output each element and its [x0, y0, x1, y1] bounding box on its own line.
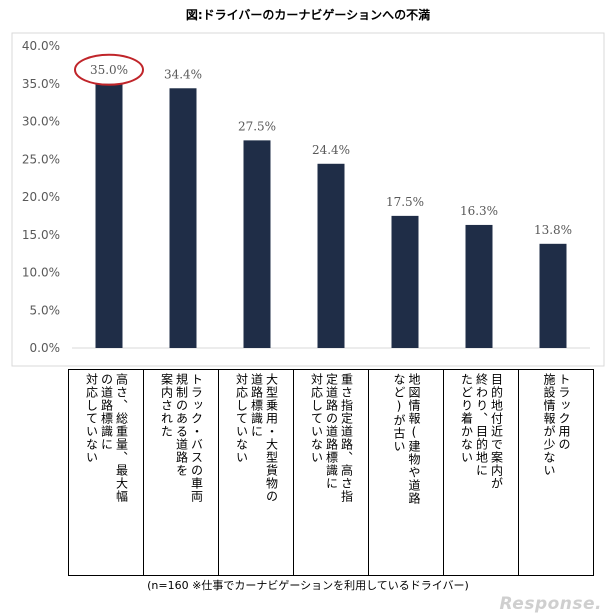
category-cell: 大型乗用・大型貨物の 道路標識に 対応していない [218, 369, 294, 576]
category-label-line: の道路標識に [99, 373, 114, 451]
category-cell: 地図情報(建物や道路 など)が古い [368, 369, 444, 576]
sample-note: (n=160 ※仕事でカーナビゲーションを利用しているドライバー) [147, 579, 469, 592]
y-axis-ticks: 0.0% 5.0% 10.0% 15.0% 20.0% 25.0% 30.0% 35.0% 40… [22, 39, 60, 355]
category-label-line: 終わり、目的地に [474, 373, 489, 477]
bar [243, 140, 271, 348]
bar [465, 224, 493, 348]
y-tick-label: 20.0% [22, 190, 60, 204]
highlight-ring [74, 53, 144, 86]
data-label: 27.5% [238, 119, 276, 133]
bar [169, 88, 197, 348]
y-tick-label: 5.0% [30, 303, 61, 317]
watermark-logo: Response. [499, 594, 602, 614]
category-cell: 目的地付近で案内が 終わり、目的地に たどり着かない [443, 369, 519, 576]
y-tick-label: 10.0% [22, 266, 60, 280]
y-tick-label: 35.0% [22, 77, 60, 91]
bar [95, 83, 123, 348]
category-label: トラック用の 施設情報が少ない [541, 373, 571, 568]
data-label: 16.3% [460, 204, 498, 218]
plot-frame [11, 32, 605, 367]
y-tick-label: 15.0% [22, 228, 60, 242]
category-label-line: 施設情報が少ない [542, 373, 556, 477]
category-label-line: 目的地付近で案内が [489, 373, 504, 490]
bar-chart: 0.0% 5.0% 10.0% 15.0% 20.0% 25.0% 30.0% 35.0% 40… [11, 32, 605, 367]
category-table: 高さ、総重量、最大幅 の道路標識に 対応していない トラック・バスの車両 規制のある道路… [68, 369, 594, 576]
y-tick-label: 40.0% [22, 39, 60, 53]
bar [317, 163, 345, 348]
category-label-line: 大型乗用・大型貨物の [264, 373, 279, 503]
category-label: 高さ、総重量、最大幅 の道路標識に 対応していない [84, 373, 129, 568]
category-label-line: 対応していない [309, 373, 324, 464]
data-label: 17.5% [386, 195, 424, 209]
bar [391, 215, 419, 348]
category-label-line: 道路標識に [249, 373, 264, 438]
category-label: トラック・バスの車両 規制のある道路を 案内された [159, 373, 204, 568]
y-tick-label: 25.0% [22, 152, 60, 166]
highlight-ellipse [74, 53, 144, 86]
category-label-line: トラック・バスの車両 [189, 373, 204, 503]
data-label: 35.0% [90, 63, 128, 77]
category-label-line: トラック用の [557, 373, 571, 451]
category-cell: トラック・バスの車両 規制のある道路を 案内された [143, 369, 219, 576]
category-cell: 高さ、総重量、最大幅 の道路標識に 対応していない [68, 369, 144, 576]
y-tick-label: 0.0% [30, 341, 61, 355]
category-label: 重さ指定道路、高さ指 定道路の道路標識に 対応していない [309, 373, 354, 568]
chart-title: 図:ドライバーのカーナビゲーションへの不満 [185, 8, 431, 22]
y-tick-label: 30.0% [22, 115, 60, 129]
bar [539, 243, 567, 348]
category-label-line: たどり着かない [459, 373, 474, 464]
data-label: 34.4% [164, 67, 202, 81]
category-label: 大型乗用・大型貨物の 道路標識に 対応していない [234, 373, 279, 568]
category-cell: トラック用の 施設情報が少ない [518, 369, 594, 576]
category-label-line: 対応していない [234, 373, 249, 464]
category-label-line: 地図情報(建物や道路 [407, 373, 421, 505]
category-cell: 重さ指定道路、高さ指 定道路の道路標識に 対応していない [293, 369, 369, 576]
data-label: 13.8% [534, 223, 572, 237]
category-label: 目的地付近で案内が 終わり、目的地に たどり着かない [459, 373, 504, 568]
bars [95, 83, 567, 348]
category-label: 地図情報(建物や道路 など)が古い [391, 373, 421, 568]
data-label: 24.4% [312, 143, 350, 157]
category-label-line: など)が古い [392, 373, 406, 453]
category-label-line: 対応していない [84, 373, 99, 464]
category-row: 高さ、総重量、最大幅 の道路標識に 対応していない トラック・バスの車両 規制のある道路… [68, 369, 594, 576]
category-label-line: 規制のある道路を [174, 373, 189, 477]
category-label-line: 案内された [159, 373, 174, 438]
category-label-line: 定道路の道路標識に [324, 373, 339, 490]
data-labels: 35.0% 34.4% 27.5% 24.4% 17.5% 16.3% 13.8% [90, 63, 572, 237]
category-label-line: 高さ、総重量、最大幅 [114, 373, 129, 503]
category-label-line: 重さ指定道路、高さ指 [339, 373, 354, 503]
